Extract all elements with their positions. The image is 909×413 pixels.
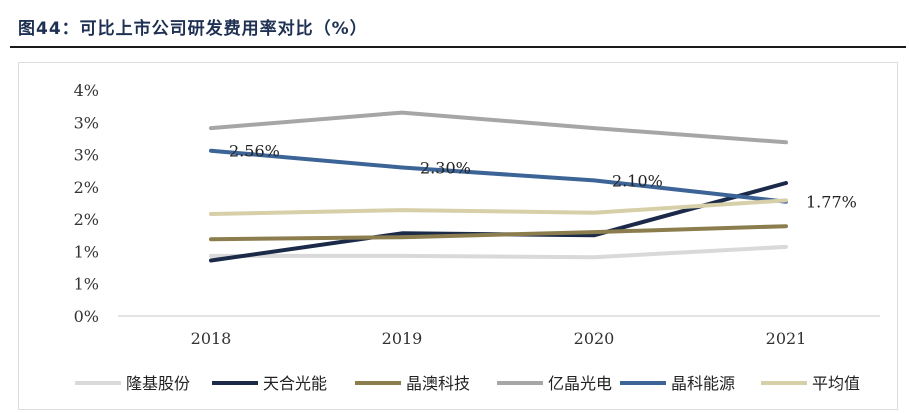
series-line bbox=[209, 181, 788, 263]
y-tick-label: 1% bbox=[74, 242, 99, 261]
y-tick-label: 4% bbox=[74, 81, 99, 100]
title-divider bbox=[10, 46, 906, 48]
series-line bbox=[209, 224, 788, 242]
x-tick-label: 2019 bbox=[382, 329, 423, 348]
legend-label: 天合光能 bbox=[263, 374, 327, 393]
data-label: 2.10% bbox=[612, 171, 663, 190]
data-label: 2.30% bbox=[420, 158, 471, 177]
x-tick-label: 2021 bbox=[766, 329, 807, 348]
legend-label: 平均值 bbox=[812, 374, 860, 393]
chart-frame bbox=[18, 62, 898, 410]
series-lines bbox=[209, 110, 788, 263]
legend-label: 晶科能源 bbox=[671, 374, 735, 393]
series-line bbox=[209, 148, 788, 204]
x-axis-ticks: 2018 2019 2020 2021 bbox=[191, 329, 807, 348]
series-line bbox=[209, 244, 788, 260]
y-tick-label: 3% bbox=[74, 146, 99, 165]
y-axis-ticks: 0% 1% 1% 2% 2% 3% 3% 4% bbox=[74, 81, 99, 326]
legend-label: 晶澳科技 bbox=[406, 374, 470, 393]
data-labels: 2.56% 2.30% 2.10% 1.77% bbox=[229, 142, 857, 212]
legend-label: 隆基股份 bbox=[126, 374, 190, 393]
legend-label: 亿晶光电 bbox=[548, 374, 612, 393]
y-tick-label: 3% bbox=[74, 113, 99, 132]
data-label: 2.56% bbox=[229, 142, 280, 161]
x-tick-label: 2018 bbox=[191, 329, 232, 348]
series-line bbox=[209, 110, 788, 145]
y-tick-label: 2% bbox=[74, 178, 99, 197]
y-tick-label: 2% bbox=[74, 210, 99, 229]
y-tick-label: 1% bbox=[74, 275, 99, 294]
y-tick-label: 0% bbox=[74, 307, 99, 326]
legend: 隆基股份 天合光能 晶澳科技 亿晶光电 晶科能源 平均值 bbox=[75, 374, 860, 393]
series-line bbox=[209, 198, 788, 216]
figure-title: 图44：可比上市公司研发费用率对比（%） bbox=[18, 19, 368, 39]
x-tick-label: 2020 bbox=[574, 329, 615, 348]
data-label: 1.77% bbox=[806, 193, 857, 212]
